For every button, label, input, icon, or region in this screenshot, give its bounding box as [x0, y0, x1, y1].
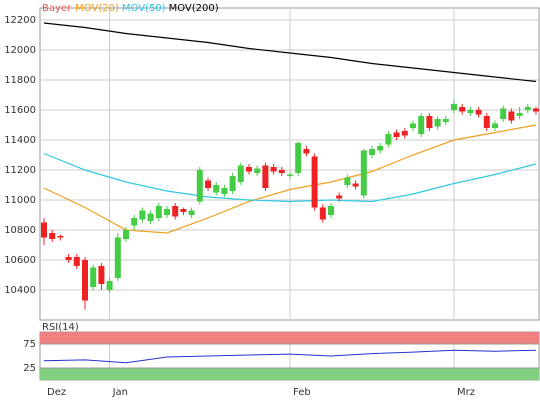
candle-body: [492, 123, 498, 128]
candle-body: [426, 116, 433, 128]
y-tick-label: 11600: [4, 105, 36, 116]
moving-average-line: [43, 22, 537, 83]
candle-body: [57, 236, 64, 238]
candle-body: [82, 260, 88, 301]
candle-body: [155, 206, 162, 218]
candle-body: [393, 132, 400, 137]
candle-body: [319, 207, 326, 220]
candle-body: [172, 206, 179, 217]
legend-title: Bayer: [42, 3, 72, 14]
candle-body: [229, 176, 236, 191]
x-tick-label: Mrz: [457, 387, 475, 398]
candle-body: [475, 110, 482, 115]
candle-body: [147, 213, 154, 221]
candle-body: [442, 119, 449, 122]
candle-body: [164, 209, 170, 215]
candle-body: [344, 177, 351, 185]
candle-body: [73, 257, 80, 266]
rsi-title: RSI(14): [42, 322, 79, 333]
candle-body: [278, 170, 285, 173]
overbought-band: [40, 332, 539, 344]
y-tick-label: 11200: [4, 165, 36, 176]
candle-body: [303, 149, 310, 154]
candle-body: [533, 108, 539, 112]
candle-body: [467, 110, 474, 113]
legend-entry: MOV(20): [75, 3, 119, 14]
y-tick-label: 10800: [4, 225, 36, 236]
candle-body: [328, 206, 334, 215]
y-tick-label: 11000: [4, 195, 36, 206]
candle-body: [459, 107, 466, 112]
rsi-line: [43, 349, 537, 364]
candle-body: [188, 210, 195, 215]
candle-body: [287, 174, 293, 176]
candle-body: [508, 111, 515, 121]
candle-body: [434, 119, 441, 127]
y-tick-label: 10400: [4, 285, 36, 296]
candle-body: [295, 143, 302, 173]
legend-entry: MOV(200): [169, 3, 219, 14]
candle-body: [360, 150, 367, 196]
rsi-tick-label: 75: [23, 339, 36, 350]
legend-entry: MOV(50): [122, 3, 166, 14]
candle-body: [90, 267, 97, 287]
candle-body: [98, 266, 105, 284]
candle-body: [336, 195, 343, 199]
candle-body: [106, 281, 113, 290]
candle-body: [131, 218, 138, 226]
candle-body: [114, 237, 121, 278]
candle-body: [65, 257, 72, 260]
candle-body: [246, 167, 252, 172]
candle-body: [123, 230, 129, 239]
candle-body: [196, 170, 203, 202]
candle-body: [221, 188, 228, 194]
candle-body: [418, 116, 425, 134]
x-tick-label: Dez: [47, 387, 66, 398]
x-tick-label: Jan: [112, 387, 128, 398]
candle-body: [262, 165, 269, 188]
y-tick-label: 12000: [4, 45, 36, 56]
moving-average-line: [43, 152, 537, 203]
y-tick-label: 10600: [4, 255, 36, 266]
candle-body: [270, 167, 277, 172]
y-tick-label: 11400: [4, 135, 36, 146]
candle-body: [410, 123, 416, 128]
candle-body: [516, 113, 523, 116]
candle-body: [139, 210, 146, 220]
x-tick-label: Feb: [293, 387, 311, 398]
candle-body: [41, 222, 47, 238]
candle-body: [237, 165, 244, 182]
candle-body: [311, 156, 318, 208]
candle-body: [377, 146, 384, 151]
candle-body: [352, 183, 359, 187]
candle-body: [49, 233, 56, 239]
y-tick-label: 12200: [4, 15, 36, 26]
candle-body: [483, 116, 490, 128]
candle-body: [369, 149, 375, 155]
candle-body: [524, 107, 531, 110]
y-tick-label: 11800: [4, 75, 36, 86]
candle-body: [254, 168, 261, 173]
candle-body: [180, 209, 187, 212]
candle-body: [213, 185, 220, 193]
oversold-band: [40, 368, 539, 380]
candle-body: [385, 134, 392, 145]
candle-body: [500, 108, 507, 119]
candle-body: [401, 131, 408, 136]
candle-body: [205, 180, 211, 188]
rsi-tick-label: 25: [23, 363, 36, 374]
candle-body: [451, 104, 457, 110]
